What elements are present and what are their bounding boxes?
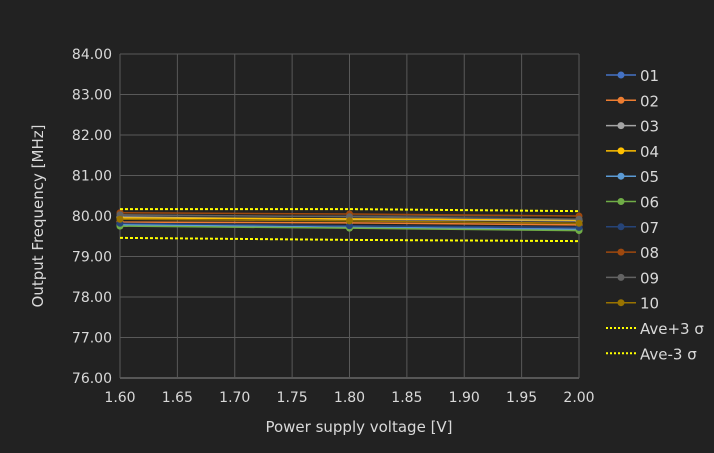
y-tick-label: 76.00 bbox=[72, 371, 112, 387]
legend-marker bbox=[617, 273, 625, 281]
y-axis-ticks: 76.00 77.00 78.00 79.00 80.00 81.00 82.00 83.00… bbox=[72, 47, 112, 387]
legend-label: Ave+3 σ bbox=[640, 320, 704, 338]
x-tick-label: 2.00 bbox=[563, 390, 594, 406]
legend-marker bbox=[617, 248, 625, 256]
legend-marker bbox=[617, 172, 625, 180]
legend-label: 08 bbox=[640, 244, 659, 262]
legend-label: 02 bbox=[640, 92, 659, 110]
series-lines bbox=[116, 208, 583, 243]
x-tick-label: 1.65 bbox=[162, 390, 193, 406]
x-tick-label: 1.80 bbox=[334, 390, 365, 406]
series-line-Ave+3 σ bbox=[120, 208, 580, 213]
legend-marker bbox=[617, 223, 625, 231]
y-tick-label: 83.00 bbox=[72, 88, 112, 104]
data-point bbox=[346, 217, 353, 225]
legend-label: 04 bbox=[640, 143, 659, 161]
legend-label: 09 bbox=[640, 269, 659, 287]
legend-marker bbox=[617, 147, 625, 155]
legend-label: 07 bbox=[640, 219, 659, 237]
legend-label: 06 bbox=[640, 194, 659, 212]
legend-marker bbox=[617, 299, 625, 307]
legend-label: Ave-3 σ bbox=[640, 345, 697, 363]
x-tick-label: 1.75 bbox=[277, 390, 308, 406]
legend-marker bbox=[617, 71, 625, 79]
x-tick-label: 1.60 bbox=[104, 390, 135, 406]
legend-label: 03 bbox=[640, 118, 659, 136]
series-line-Ave-3 σ bbox=[119, 236, 580, 243]
y-tick-label: 78.00 bbox=[72, 290, 112, 306]
y-tick-label: 77.00 bbox=[72, 331, 112, 347]
data-point bbox=[575, 219, 583, 227]
data-point bbox=[116, 215, 124, 223]
x-axis-ticks: 1.60 1.65 1.70 1.75 1.80 1.85 1.90 1.95 2.00 bbox=[104, 390, 594, 406]
x-tick-label: 1.70 bbox=[219, 390, 250, 406]
x-axis-label: Power supply voltage [V] bbox=[265, 418, 452, 436]
legend-marker bbox=[617, 198, 625, 205]
y-tick-label: 79.00 bbox=[72, 250, 112, 266]
legend-label: 01 bbox=[640, 67, 659, 85]
y-tick-label: 80.00 bbox=[72, 209, 112, 225]
y-tick-label: 82.00 bbox=[72, 128, 112, 144]
x-tick-label: 1.85 bbox=[391, 390, 422, 406]
y-tick-label: 84.00 bbox=[72, 47, 112, 63]
x-tick-label: 1.95 bbox=[506, 390, 537, 406]
legend-marker bbox=[617, 122, 625, 130]
legend: 01 02 03 04 05 06 07 08 09 10 Ave+3 σ Ave-3 σ bbox=[606, 67, 704, 363]
legend-label: 05 bbox=[640, 168, 659, 186]
data-point bbox=[346, 222, 353, 230]
y-axis-label: Output Frequency [MHz] bbox=[29, 125, 47, 308]
legend-marker bbox=[617, 96, 625, 104]
y-tick-label: 81.00 bbox=[72, 169, 112, 185]
x-tick-label: 1.90 bbox=[449, 390, 480, 406]
legend-label: 10 bbox=[640, 295, 659, 313]
